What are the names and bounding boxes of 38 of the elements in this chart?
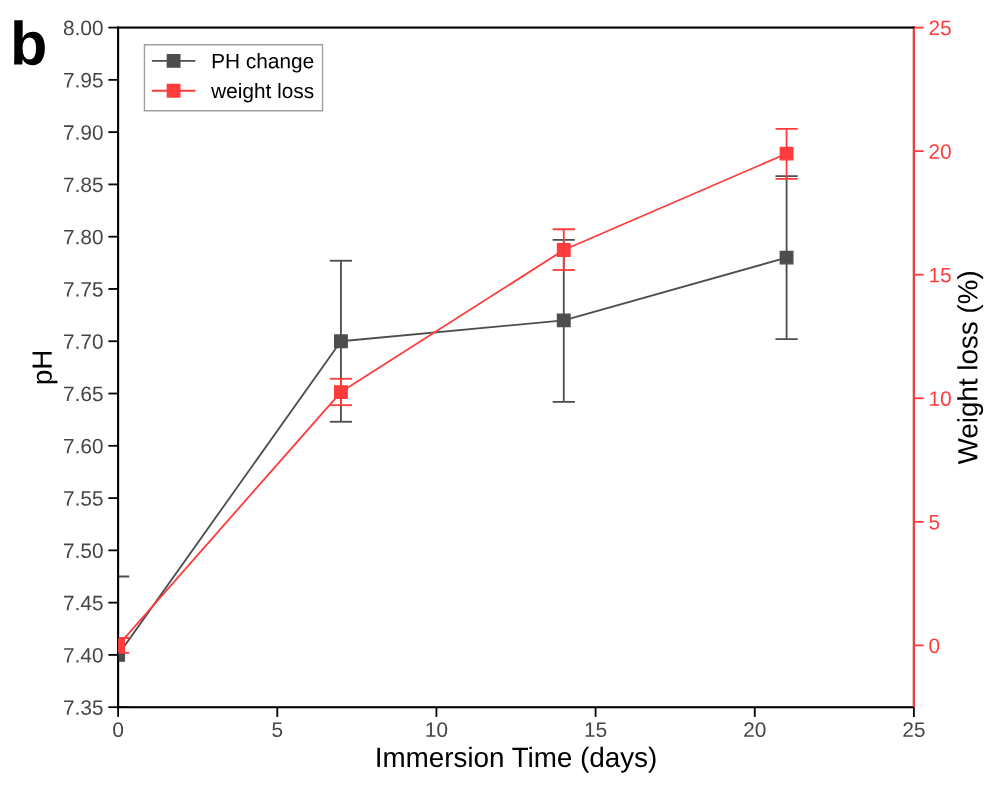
y-tick-label: 7.65 — [64, 386, 103, 402]
point — [556, 313, 571, 328]
y2-tick-label: 5 — [929, 515, 940, 530]
y-tick-label: 7.40 — [64, 647, 103, 663]
y-tick-label: 7.95 — [64, 72, 103, 88]
x-tick-label: 10 — [426, 722, 448, 738]
x-axis-title: Immersion Time (days) — [377, 746, 656, 773]
legend-label: PH change — [212, 53, 314, 73]
y2-tick-label: 25 — [929, 20, 951, 36]
y-tick-label: 8.00 — [63, 20, 103, 36]
legend-label: weight loss — [211, 82, 314, 103]
y-tick-label: 7.80 — [64, 229, 103, 245]
point — [333, 385, 348, 400]
y-tick-label: 7.60 — [64, 438, 103, 454]
x-tick-label: 20 — [744, 722, 766, 738]
y-tick-label: 7.90 — [64, 125, 103, 140]
y2-tick-label: 0 — [929, 638, 940, 654]
x-tick-label: 25 — [903, 722, 925, 738]
point — [333, 334, 348, 349]
y2-axis-title: Weight loss (%) — [957, 272, 984, 465]
y-tick-label: 7.35 — [64, 700, 103, 715]
text: b — [14, 20, 45, 66]
y-tick-label: 7.45 — [64, 595, 103, 611]
y-tick-label: 7.55 — [64, 491, 103, 506]
x-tick-label: 15 — [585, 722, 607, 738]
y-tick-label: 7.75 — [64, 282, 103, 297]
point — [779, 146, 794, 161]
y-tick-label: 7.70 — [64, 334, 103, 349]
x-tick-label: 5 — [272, 722, 283, 738]
y-tick-label: 7.85 — [64, 177, 103, 193]
point — [779, 250, 794, 265]
y-axis-title: pH — [32, 351, 58, 384]
y2-tick-label: 10 — [930, 391, 951, 407]
y2-tick-label: 15 — [930, 267, 951, 283]
y-tick-label: 7.50 — [64, 543, 103, 559]
point — [556, 243, 571, 257]
x-tick-label: 0 — [113, 722, 124, 738]
y2-tick-label: 20 — [929, 144, 951, 159]
